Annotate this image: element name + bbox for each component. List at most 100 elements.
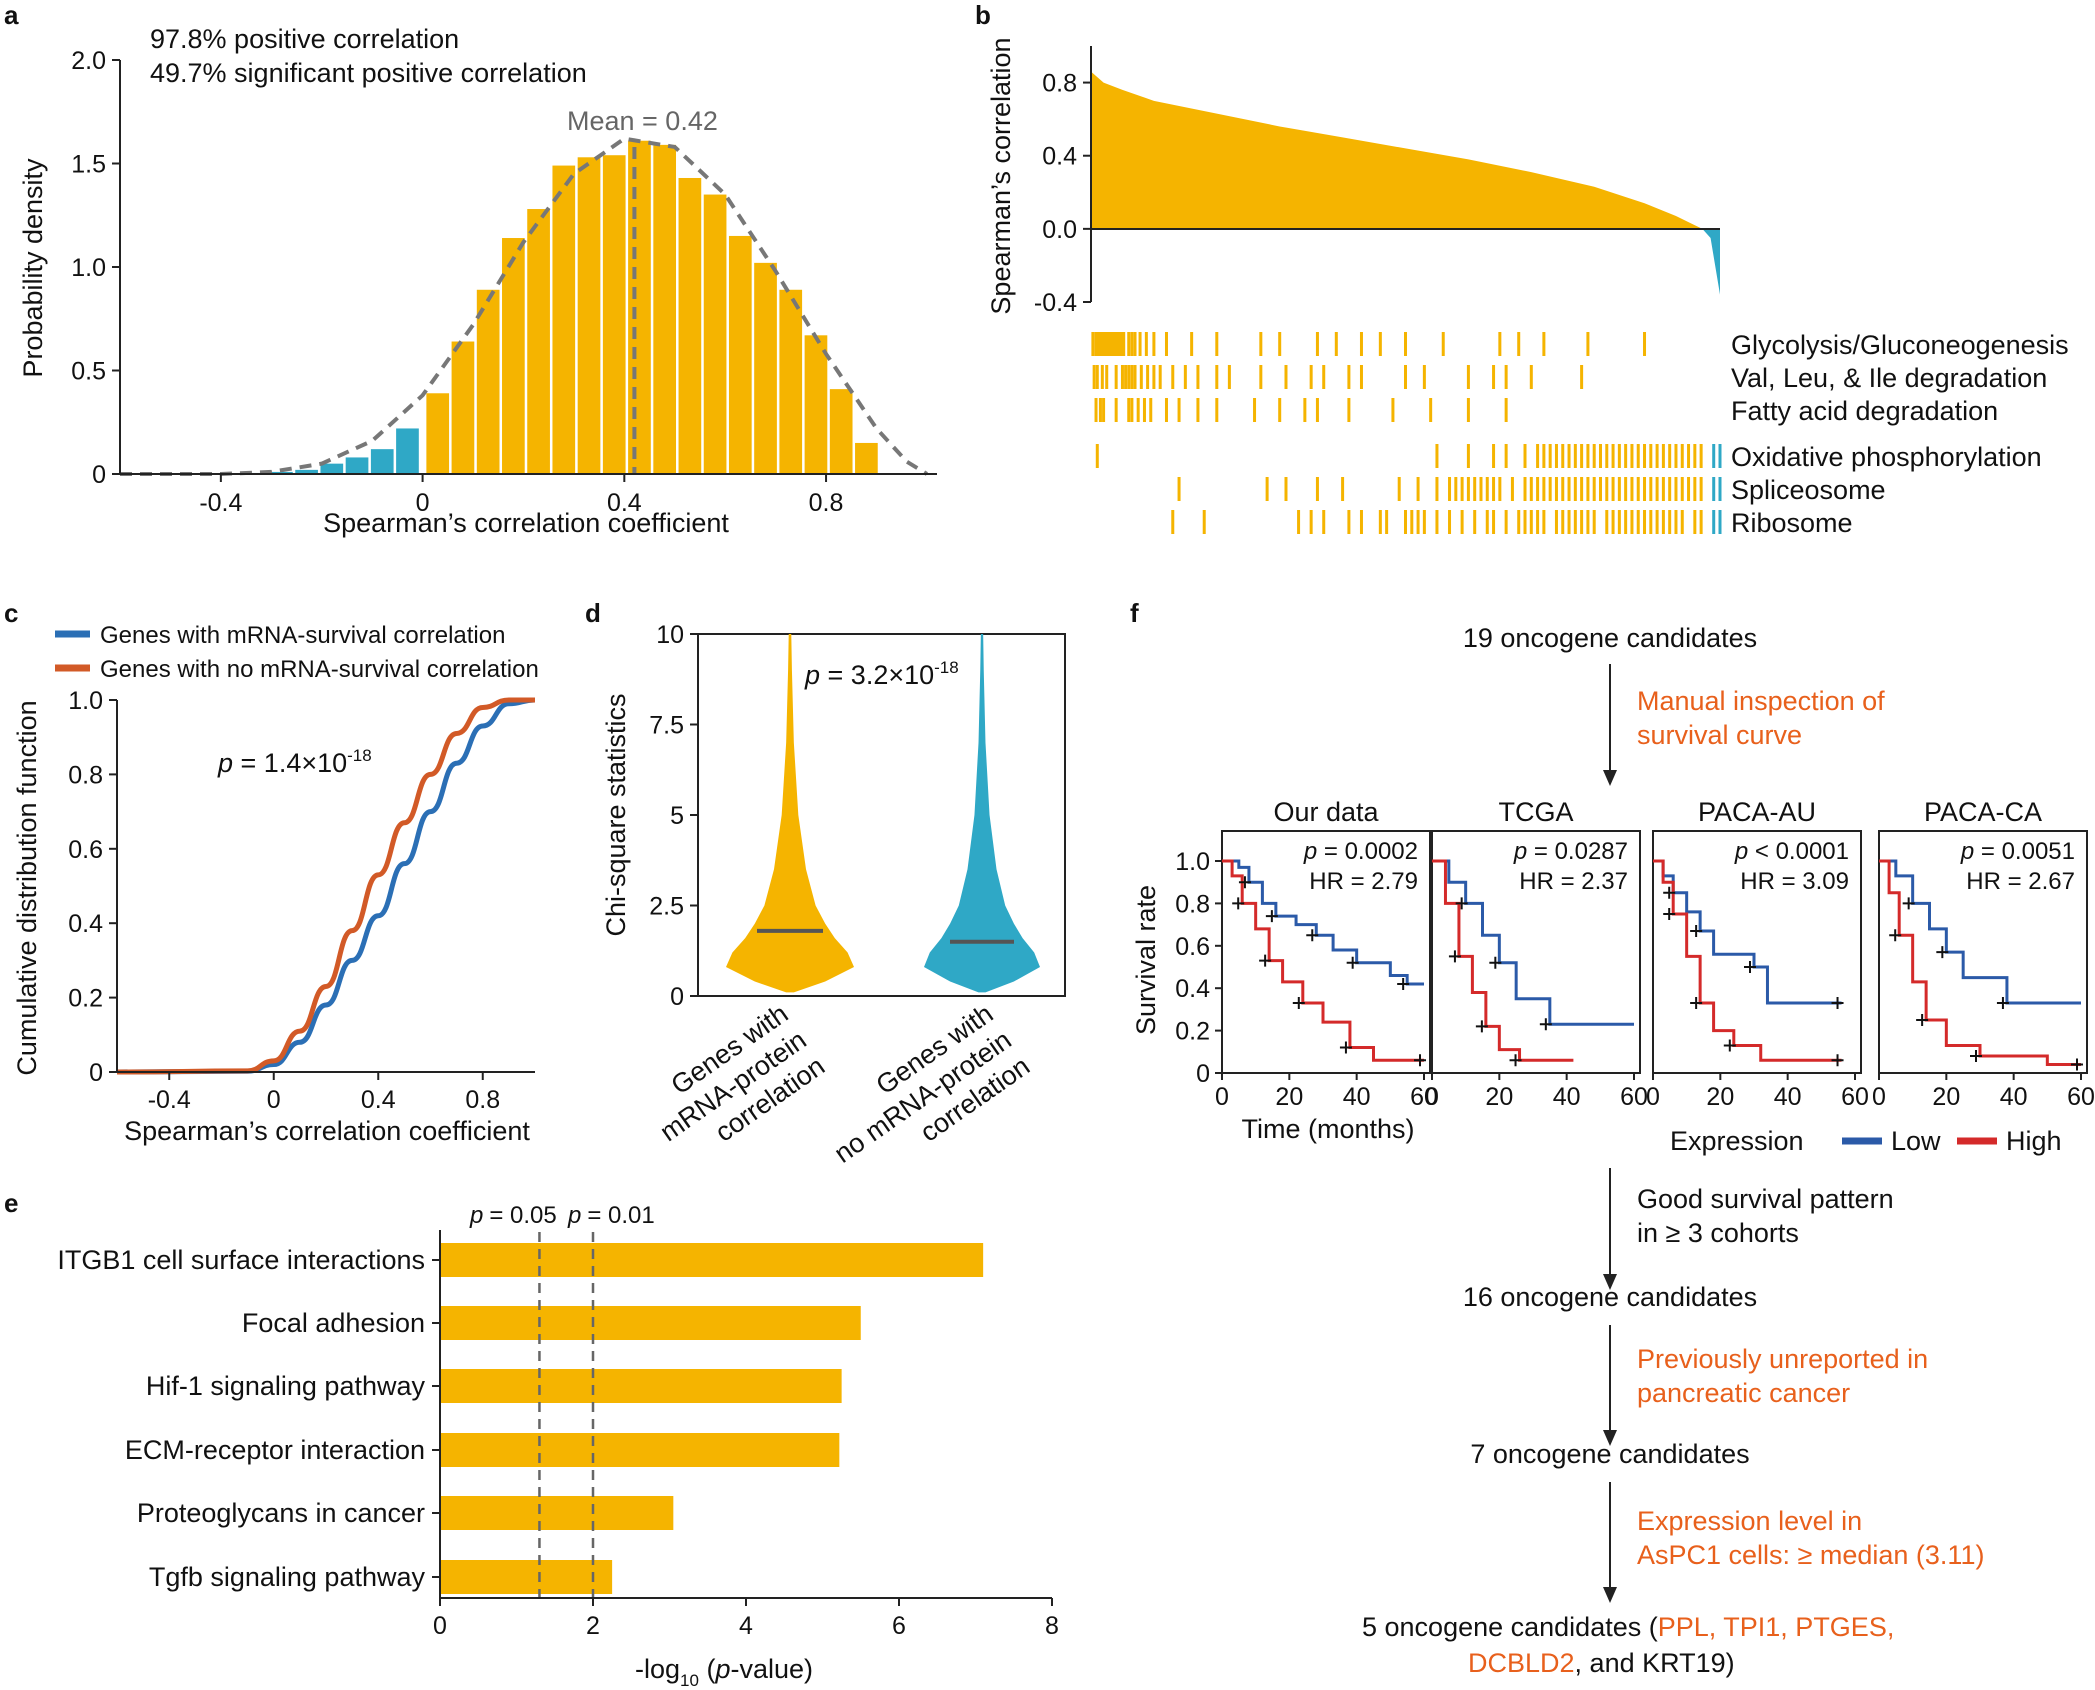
panel-b-hit-1-20	[1284, 365, 1288, 389]
panel-b-hit-5-8	[1385, 510, 1389, 534]
panel-b-hit-1-16	[1196, 365, 1200, 389]
panel-b-hit-5-33	[1611, 510, 1615, 534]
panel-b-hit-4-25	[1567, 477, 1571, 501]
panel-f-censor-2-0-6	[1744, 961, 1756, 973]
panel-b-hit-5-4	[1322, 510, 1326, 534]
panel-b-pathway-label-glycolysis: Glycolysis/Gluconeogenesis	[1731, 330, 2069, 360]
panel-a-ytick-label-2: 1.0	[71, 254, 106, 282]
panel-e-threshold-p-0.05: p	[469, 1202, 483, 1229]
panel-b-hit-4-38	[1649, 477, 1653, 501]
panel-e-xtick-label-4: 8	[1045, 1612, 1059, 1640]
panel-b-hit-0-24	[1315, 332, 1319, 356]
panel-b-hit-4-15	[1492, 477, 1496, 501]
flow-final-line-2: DCBLD2, and KRT19)	[1468, 1648, 1735, 1678]
panel-b-hit-5-39	[1649, 510, 1653, 534]
panel-b-hit-1-7	[1127, 365, 1131, 389]
panel-e-threshold-value-0.01: = 0.01	[587, 1202, 654, 1229]
panel-b-hit-4-6	[1416, 477, 1420, 501]
panel-a-bar-11	[426, 393, 450, 474]
panel-c-series-mrna-survival	[116, 697, 536, 1075]
panel-b-hit-1-22	[1322, 365, 1326, 389]
panel-d-p-exp: -18	[934, 658, 959, 677]
flow-final-prefix: 5 oncogene candidates (	[1362, 1612, 1658, 1642]
panel-f-xtick-label-3-3: 60	[2067, 1083, 2095, 1111]
panel-b-hit-5-30	[1586, 510, 1590, 534]
panel-b-hit-3-18	[1611, 444, 1615, 468]
panel-b-hit-5-25	[1554, 510, 1558, 534]
panel-f-censor-3-0-4	[1936, 946, 1949, 959]
panel-b-hit-4-23	[1554, 477, 1558, 501]
panel-a-ticks: -0.4 0 0.4 0.8 0 0.5 1.0 1.5 2.0	[71, 47, 843, 517]
panel-a-bar-6	[295, 469, 318, 474]
panel-d-p-text: = 3.2×10	[820, 660, 934, 690]
panel-b-hit-1-2	[1100, 365, 1104, 389]
panel-a-ytick-label-1: 0.5	[71, 358, 106, 386]
panel-b-hit-4-29	[1592, 477, 1596, 501]
panel-f-p-value-2: < 0.0001	[1748, 838, 1849, 865]
panel-c-y-label: Cumulative distribution function	[12, 700, 42, 1075]
panel-f-censor-0-1-10	[1414, 1054, 1426, 1067]
panel-b-hit-2-19	[1429, 398, 1433, 422]
panel-b-hit-1-13	[1158, 365, 1162, 389]
panel-b: b -0.4 0.0 0.4 0.8 Spearman’s correlation G…	[975, 0, 2069, 538]
panel-b-hit-3-21	[1630, 444, 1634, 468]
panel-b-hit-1-3	[1105, 365, 1109, 389]
panel-b-hit-0-18	[1152, 332, 1156, 356]
panel-b-hit-5-11	[1416, 510, 1420, 534]
panel-d-p-value: p = 3.2×10-18	[804, 658, 959, 690]
panel-b-hit-3-29	[1680, 444, 1684, 468]
panel-b-hit-3-8	[1548, 444, 1552, 468]
panel-c-p-italic: p	[217, 748, 233, 778]
panel-f-p-0: p = 0.0002	[1303, 838, 1418, 865]
panel-b-hit-4-18	[1523, 477, 1527, 501]
panel-e-xlabel-sub: 10	[680, 1671, 699, 1690]
panel-e-bar-4	[440, 1496, 674, 1530]
panel-a-bar-17	[577, 157, 601, 475]
panel-e-xlabel-log: -log	[635, 1654, 680, 1684]
panel-f-frame-2	[1652, 830, 1862, 1074]
panel-b-hit-4-35	[1630, 477, 1634, 501]
panel-b-hit-0-12	[1122, 332, 1126, 356]
panel-f-censor-2-1-8	[1831, 1054, 1844, 1067]
panel-b-hit-1-26	[1422, 365, 1426, 389]
panel-b-hit-5-15	[1460, 510, 1464, 534]
panel-f-p-italic-2: p	[1734, 838, 1748, 865]
panel-b-hit-1-14	[1171, 365, 1175, 389]
flow-final-genes-2: DCBLD2	[1468, 1648, 1575, 1678]
panel-b-pathway-label-oxphos: Oxidative phosphorylation	[1731, 442, 2042, 472]
flow-arrowhead-2	[1603, 1274, 1617, 1290]
panel-c-p-value: p = 1.4×10-18	[217, 746, 372, 778]
panel-b-hit-4-36	[1636, 477, 1640, 501]
panel-a-bar-14	[502, 238, 525, 474]
panel-b-hit-3-9	[1554, 444, 1558, 468]
panel-b-hit-5-10	[1410, 510, 1414, 534]
panel-f-censor-2-0-4	[1690, 924, 1703, 937]
panel-d-y-label: Chi-square statistics	[601, 693, 631, 936]
panel-d-ytick-label-4: 10	[656, 621, 684, 649]
panel-a-bar-7	[320, 463, 344, 474]
flow-filter-4-line-2: AsPC1 cells: ≥ median (3.11)	[1637, 1540, 1984, 1570]
panel-f-p-3: p = 0.0051	[1960, 838, 2075, 865]
panel-b-hit-3-5	[1523, 444, 1527, 468]
panel-a-ytick-label-0: 0	[92, 461, 106, 489]
panel-b-hit-5-3	[1309, 510, 1313, 534]
flow-step-7: 7 oncogene candidates	[1470, 1439, 1749, 1469]
panel-f-label: f	[1130, 598, 1139, 628]
panel-b-hit-0-4	[1102, 332, 1106, 356]
panel-b-hit-4-39	[1655, 477, 1659, 501]
panel-b-hit-0-5	[1104, 332, 1108, 356]
panel-e-label: e	[4, 1188, 18, 1218]
panel-b-hit-4-44	[1687, 477, 1691, 501]
panel-f-censor-0-1-2	[1232, 897, 1245, 910]
flow-arrowhead-1	[1603, 770, 1617, 786]
panel-f-xtick-label-1-0: 0	[1425, 1083, 1439, 1111]
panel-a-bar-15	[527, 209, 550, 475]
panel-b-hit-2-0	[1094, 398, 1098, 422]
panel-f-censor-3-1-6	[1970, 1050, 1982, 1063]
panel-c-legend-1: Genes with mRNA-survival correlation	[100, 622, 505, 649]
panel-a-mean-label: Mean = 0.42	[567, 106, 718, 136]
panel-b-pathway-label-fatty-acid: Fatty acid degradation	[1731, 396, 1998, 426]
panel-f-censor-0-0-10	[1397, 977, 1410, 990]
panel-b-hit-2-21	[1504, 398, 1508, 422]
